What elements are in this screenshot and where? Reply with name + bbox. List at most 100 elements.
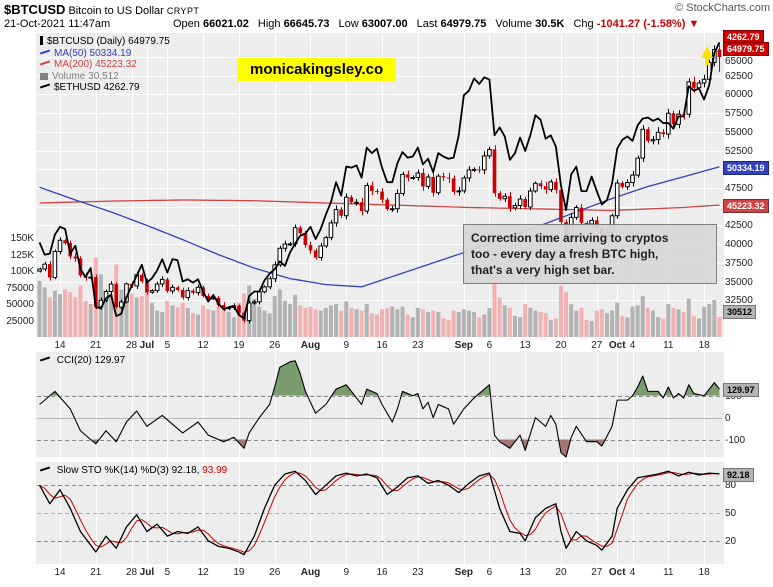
line-icon	[39, 49, 51, 54]
quote-open: Open 66021.02	[173, 18, 249, 30]
price-axis-label: 42500	[725, 220, 753, 232]
legend-label: Volume 30,512	[52, 70, 119, 82]
volume-axis-label: 100K	[10, 266, 34, 277]
date-axis-label: 16	[376, 340, 388, 351]
date-axis-label: 26	[269, 340, 281, 351]
line-icon	[39, 466, 51, 472]
date-axis-label: Jul	[139, 340, 155, 351]
date-axis-label: 13	[519, 567, 531, 578]
price-axis-label: 47500	[725, 182, 753, 194]
legend-label: MA(50) 50334.19	[54, 47, 132, 59]
volume-axis-label: 50000	[6, 299, 34, 310]
price-axis-label: 60000	[725, 89, 753, 101]
date-axis-label: 26	[269, 567, 281, 578]
histogram-icon	[40, 72, 48, 80]
sto-axis-label: 50	[725, 508, 737, 519]
date-axis-label: 28	[126, 340, 138, 351]
quote-last: Last 64979.75	[416, 18, 487, 30]
date-axis-label: 6	[486, 340, 493, 351]
price-axis-label: 32500	[725, 295, 753, 307]
main-chart-legend: $BTCUSD (Daily) 64979.75 MA(50) 50334.19 M…	[39, 36, 170, 94]
date-axis-label: 9	[343, 340, 350, 351]
datetime: 21-Oct-2021 11:47am	[4, 18, 111, 30]
ma200-value-box: 45223.32	[723, 199, 769, 214]
sto-legend: Slow STO %K(14) %D(3) 92.18, 93.99	[39, 465, 228, 476]
date-axis-label: 20	[555, 340, 567, 351]
down-arrow-icon: ▼	[688, 18, 700, 30]
date-axis-label: 14	[54, 567, 66, 578]
date-axis-label: 23	[412, 340, 424, 351]
date-axis-label: 6	[486, 567, 493, 578]
date-axis-label: 4	[629, 567, 636, 578]
exchange: CRYPT	[166, 6, 200, 16]
date-axis-label: Sep	[454, 340, 474, 351]
date-axis-label: 27	[591, 340, 603, 351]
date-axis-label: 21	[90, 340, 102, 351]
sto-legend-label: Slow STO %K(14) %D(3) 92.18,	[56, 465, 200, 476]
line-icon	[39, 356, 51, 362]
header-row-1: $BTCUSD Bitcoin to US Dollar CRYPT © Sto…	[4, 2, 770, 17]
date-axis-label: 11	[663, 340, 674, 351]
quote-volume: Volume 30.5K	[495, 18, 565, 30]
date-axis-label: 19	[233, 340, 245, 351]
annotation-line: that's a very high set bar.	[471, 263, 615, 277]
volume-value-box: 30512	[723, 304, 757, 319]
copyright: © StockCharts.com	[675, 2, 770, 14]
date-axis-label: Aug	[300, 567, 321, 578]
price-axis-label: 40000	[725, 239, 753, 251]
date-axis-label: 16	[376, 567, 388, 578]
price-axis-label: 62500	[725, 70, 753, 82]
date-axis-label: 18	[698, 340, 710, 351]
date-axis-label: 20	[555, 567, 567, 578]
legend-item: MA(200) 45223.32	[39, 59, 170, 71]
date-axis-label: Oct	[608, 340, 626, 351]
date-axis-label: 28	[126, 567, 138, 578]
date-axis-label: 12	[197, 567, 209, 578]
date-axis-label: 23	[412, 567, 424, 578]
legend-label: $BTCUSD (Daily) 64979.75	[47, 36, 170, 47]
date-axis-label: 27	[591, 567, 603, 578]
date-axis-label: 11	[663, 567, 674, 578]
date-axis-label: 21	[90, 567, 102, 578]
annotation-line: Correction time arriving to cryptos	[471, 231, 669, 245]
date-axis-label: 4	[629, 340, 636, 351]
price-axis-label: 37500	[725, 257, 753, 269]
sto-axis-label: 20	[725, 535, 737, 547]
price-axis-label: 65000	[725, 56, 753, 67]
annotation-box: Correction time arriving to cryptos too …	[463, 224, 717, 284]
price-axis-label: 57500	[725, 108, 753, 120]
legend-item: MA(50) 50334.19	[39, 47, 170, 60]
legend-label: $ETHUSD 4262.79	[54, 82, 140, 93]
header-row-2: 21-Oct-2021 11:47am Open 66021.02 High 6…	[4, 18, 770, 30]
cci-axis-label: 0	[725, 412, 731, 424]
legend-item: $ETHUSD 4262.79	[39, 82, 170, 94]
yellow-arrow-annotation	[701, 46, 713, 65]
volume-axis-label: 75000	[6, 282, 34, 294]
date-axis-label: 19	[233, 567, 245, 578]
date-axis-label: 13	[519, 340, 531, 351]
cci-legend: CCI(20) 129.97	[39, 355, 126, 366]
candlestick-icon	[40, 36, 43, 45]
sto-d-value: 93.99	[202, 465, 228, 476]
date-axis-label: 5	[164, 340, 171, 351]
date-axis-label: Oct	[608, 567, 626, 578]
symbol-name: Bitcoin to US Dollar	[68, 5, 164, 17]
date-axis-label: Aug	[300, 340, 321, 351]
volume-axis-label: 25000	[6, 315, 34, 327]
chart-header: $BTCUSD Bitcoin to US Dollar CRYPT © Sto…	[4, 2, 770, 30]
annotation-line: too - every day a fresh BTC high,	[471, 247, 659, 261]
cci-axis-label: -100	[725, 434, 746, 446]
cci-value-box: 129.97	[723, 383, 759, 398]
volume-axis-label: 125K	[10, 249, 34, 261]
date-axis-label: Sep	[454, 567, 474, 578]
legend-item: Volume 30,512	[40, 71, 170, 83]
btc-last-value-box: 64979.75	[723, 42, 769, 56]
date-axis-label: 12	[197, 340, 209, 351]
date-axis-label: 9	[343, 567, 350, 578]
quote-low: Low 63007.00	[338, 18, 408, 30]
price-axis-label: 52500	[725, 145, 753, 157]
price-axis-label: 55000	[725, 126, 753, 138]
quote-change: Chg -1041.27 (-1.58%) ▼	[573, 18, 700, 30]
cci-legend-label: CCI(20) 129.97	[56, 355, 126, 366]
